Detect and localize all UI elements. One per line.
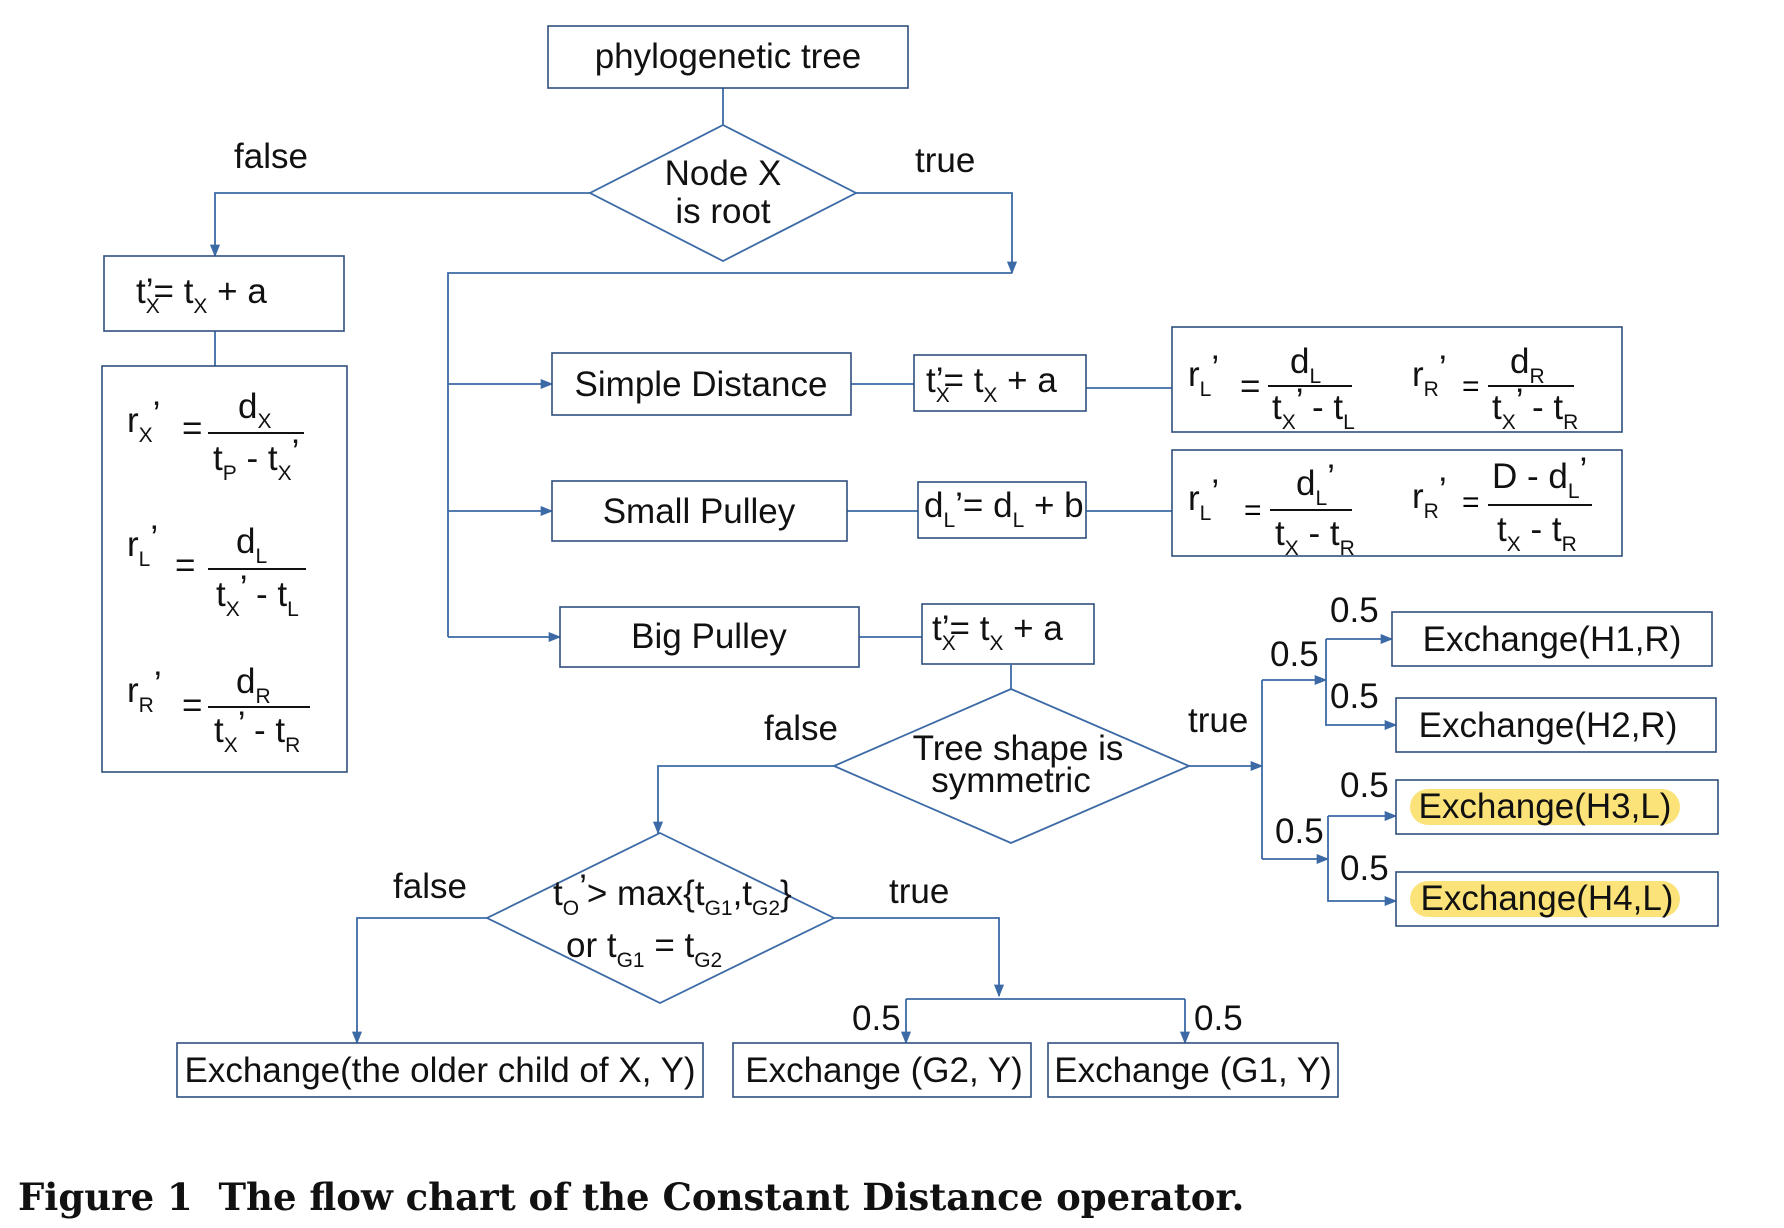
rate-formulas-left: rX’ = dX tP - tX’ rL’ = dL tX’ - tL rR’ … (101, 365, 348, 773)
svg-text:=: = (1462, 486, 1480, 519)
exchange-h2-node: Exchange(H2,R) (1395, 697, 1717, 753)
rate-formulas-simple: rL’ = dL tX’ - tL rR’ = dR tX’ - tR (1171, 326, 1623, 434)
tx-update-simple: tX’= tX + a (913, 354, 1087, 412)
condition-line1: tO’> max{tG1,tG2} (553, 868, 792, 920)
svg-text:=: = (1462, 370, 1480, 403)
edge-cond-false (351, 917, 487, 1045)
exchange-g2-node: Exchange (G2, Y) (732, 1042, 1032, 1098)
exchange-older-label: Exchange(the older child of X, Y) (184, 1051, 695, 1090)
small-pulley-label: Small Pulley (603, 492, 796, 531)
edge-to-h4 (1327, 816, 1398, 907)
svg-text:=: = (1240, 367, 1260, 406)
prob-g1: 0.5 (1194, 999, 1243, 1038)
exchange-h4-label: Exchange(H4,L) (1421, 879, 1674, 918)
exchange-h3-label: Exchange(H3,L) (1419, 787, 1672, 826)
prob-h2: 0.5 (1330, 677, 1379, 716)
formula-tx-left: tX’= tX + a (136, 272, 267, 318)
is-root-decision: Node X is root (588, 123, 858, 263)
exchange-h2-label: Exchange(H2,R) (1419, 706, 1678, 745)
tx-update-big: tX’= tX + a (921, 603, 1095, 665)
rate-formulas-small: rL’ = dL’ tX - tR rR’ = D - dL’ tX - tR (1171, 449, 1623, 560)
symmetric-line2: symmetric (931, 761, 1090, 800)
symmetric-decision: Tree shape is symmetric (831, 688, 1192, 844)
svg-text:=: = (175, 546, 195, 585)
edge-root-true (856, 192, 1018, 275)
is-root-line1: Node X (665, 154, 782, 193)
is-root-line2: is root (675, 192, 771, 231)
edge-sym-false (652, 765, 834, 835)
exchange-g2-label: Exchange (G2, Y) (745, 1051, 1023, 1090)
label-sym-false: false (764, 709, 838, 748)
exchange-h1-node: Exchange(H1,R) (1391, 611, 1713, 667)
d-update-small: dL’= dL + b (917, 481, 1087, 539)
prob-h4: 0.5 (1340, 849, 1389, 888)
label-sym-true: true (1188, 701, 1248, 740)
edge-root-false (209, 192, 590, 258)
exchange-h1-label: Exchange(H1,R) (1423, 620, 1682, 659)
prob-h1: 0.5 (1330, 591, 1379, 630)
label-cond-true: true (889, 872, 949, 911)
edge-true-bus (447, 272, 1012, 637)
age-condition-decision: tO’> max{tG1,tG2} or tG1 = tG2 (484, 831, 837, 1005)
prob-lower: 0.5 (1275, 812, 1324, 851)
svg-text:=: = (182, 686, 202, 725)
root-label: phylogenetic tree (595, 37, 862, 76)
edge-to-h2 (1325, 639, 1398, 731)
label-root-true: true (915, 141, 975, 180)
formula-tx-simple: tX’= tX + a (926, 361, 1057, 407)
edge-cond-true (834, 917, 1005, 998)
simple-distance-label: Simple Distance (575, 365, 828, 404)
exchange-g1-label: Exchange (G1, Y) (1054, 1051, 1332, 1090)
svg-text:dR: dR (236, 662, 271, 708)
svg-text:=: = (1244, 494, 1262, 527)
prob-g2: 0.5 (852, 999, 901, 1038)
symmetric-line1: Tree shape is (913, 729, 1124, 768)
label-root-false: false (234, 137, 308, 176)
exchange-g1-node: Exchange (G1, Y) (1047, 1042, 1339, 1098)
figure-caption: Figure 1 The flow chart of the Constant … (18, 1175, 1244, 1219)
formula-tx-big: tX’= tX + a (932, 609, 1063, 655)
edges (209, 88, 1398, 1045)
big-pulley-label: Big Pulley (631, 617, 787, 656)
simple-distance-node: Simple Distance (551, 352, 852, 416)
highlight-h3 (1410, 789, 1680, 825)
exchange-h3-node: Exchange(H3,L) (1395, 779, 1719, 835)
exchange-h4-node: Exchange(H4,L) (1395, 871, 1719, 927)
tx-update-left: tX’= tX + a (103, 255, 345, 332)
exchange-older-node: Exchange(the older child of X, Y) (176, 1042, 704, 1098)
root-node: phylogenetic tree (547, 25, 909, 89)
small-pulley-node: Small Pulley (551, 480, 848, 542)
edge-simple-chain (851, 383, 1172, 389)
svg-text:=: = (182, 409, 202, 448)
label-cond-false: false (393, 867, 467, 906)
prob-upper: 0.5 (1270, 635, 1319, 674)
highlight-h4 (1410, 881, 1680, 917)
prob-h3: 0.5 (1340, 766, 1389, 805)
big-pulley-node: Big Pulley (559, 606, 860, 668)
